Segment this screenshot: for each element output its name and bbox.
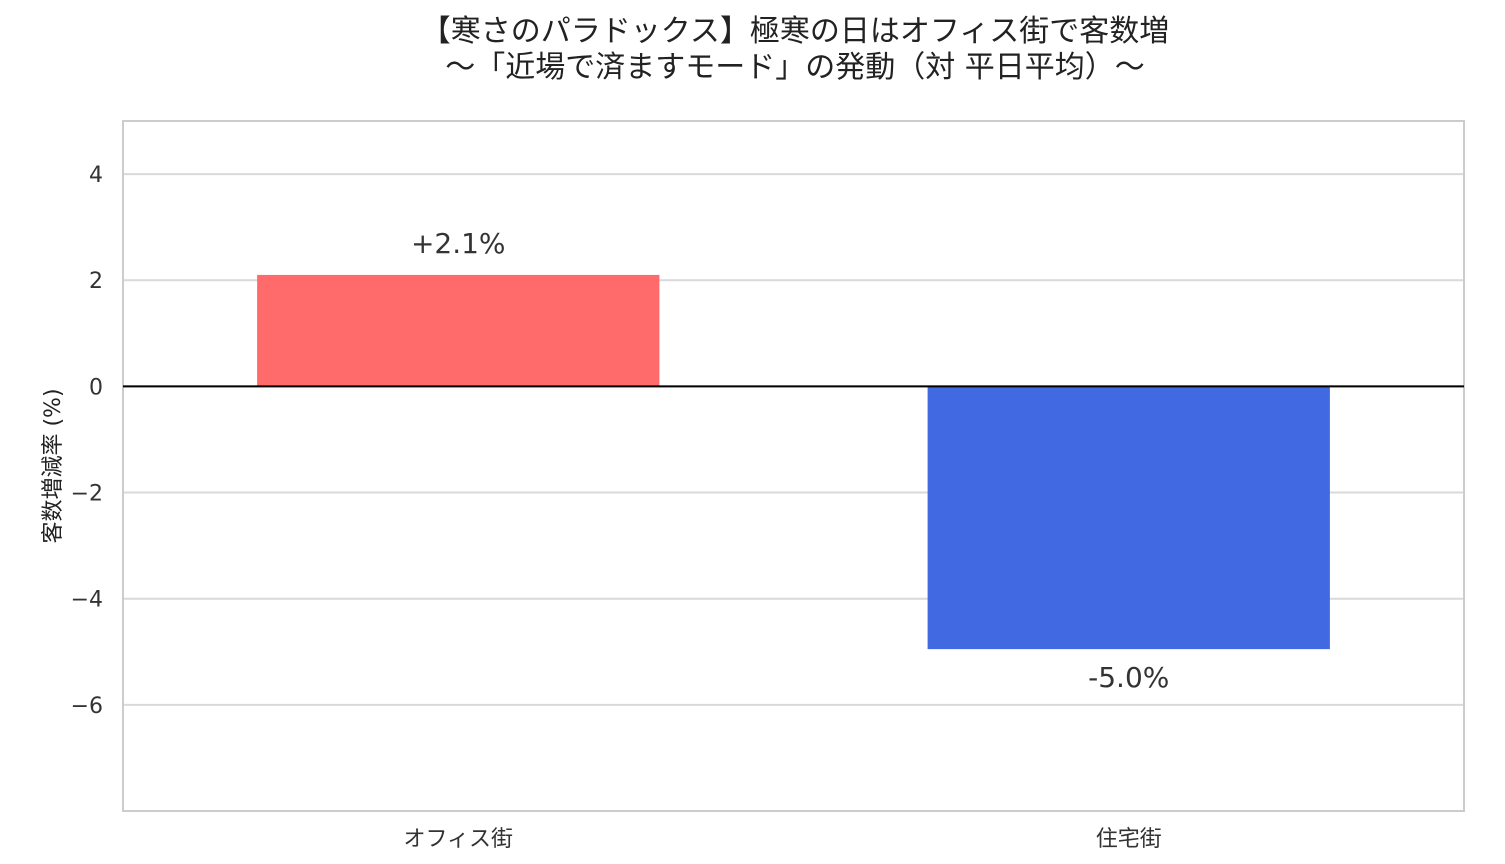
y-tick-label: −2 [71,482,103,507]
value-label-2: -5.0% [1088,661,1169,694]
bar-2 [927,386,1330,650]
y-tick-label: 2 [89,269,103,294]
y-tick-label: 4 [89,163,103,188]
x-tick-label: 住宅街 [1096,827,1162,852]
y-axis-label: 客数増減率 (%) [41,388,66,543]
y-tick-label: −4 [71,588,103,613]
x-tick-label: オフィス街 [403,827,513,852]
x-tick-labels: オフィス街 住宅街 [403,827,1161,852]
chart-title-line1: 【寒さのパラドックス】極寒の日はオフィス街で客数増 [420,14,1170,49]
bar-1 [257,274,660,387]
chart-title-line2: 〜「近場で済ますモード」の発動（対 平日平均）〜 [445,50,1145,85]
value-label-1: +2.1% [411,227,506,260]
y-tick-label: 0 [89,375,103,400]
y-tick-labels: 4 2 0 −2 −4 −6 [71,163,103,719]
value-labels: +2.1% -5.0% [411,227,1169,694]
bars [257,274,1330,650]
y-tick-label: −6 [71,694,103,719]
plot-frame [122,120,1465,812]
